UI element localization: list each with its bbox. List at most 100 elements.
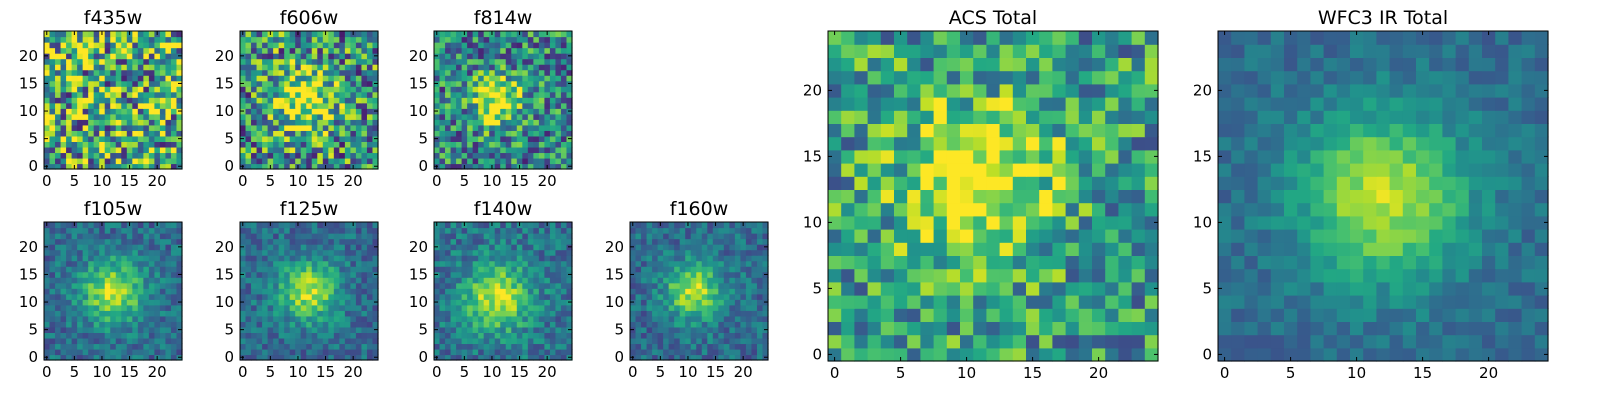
heatmap-cell bbox=[439, 310, 446, 317]
heatmap-cell bbox=[132, 315, 139, 322]
heatmap-cell bbox=[176, 238, 183, 245]
heatmap-cell bbox=[538, 157, 545, 165]
heatmap-cell bbox=[511, 315, 518, 322]
heatmap-cell bbox=[483, 36, 490, 43]
heatmap-cell bbox=[668, 348, 675, 356]
heatmap-cell bbox=[494, 277, 501, 284]
heatmap-cell bbox=[734, 299, 741, 306]
heatmap-cell bbox=[712, 244, 719, 251]
heatmap-cell bbox=[555, 86, 562, 93]
heatmap-cell bbox=[745, 227, 753, 234]
heatmap-cell bbox=[533, 266, 540, 273]
heatmap-cell bbox=[734, 348, 741, 356]
heatmap-cell bbox=[256, 249, 263, 256]
heatmap-cell bbox=[350, 332, 357, 339]
heatmap-cell bbox=[734, 315, 741, 322]
heatmap-cell bbox=[328, 42, 335, 49]
heatmap-cell bbox=[143, 348, 150, 356]
heatmap-cell bbox=[635, 354, 642, 361]
heatmap-cell bbox=[762, 337, 769, 345]
y-tick-label: 15 bbox=[409, 74, 428, 92]
heatmap-cell bbox=[461, 337, 468, 345]
heatmap-cell bbox=[49, 227, 56, 234]
heatmap-cell bbox=[527, 42, 534, 49]
heatmap-cell bbox=[82, 271, 89, 278]
heatmap-cell bbox=[1105, 308, 1119, 322]
heatmap-cell bbox=[522, 249, 529, 256]
heatmap-cell bbox=[110, 146, 117, 154]
heatmap-cell bbox=[240, 75, 247, 82]
heatmap-cell bbox=[489, 337, 496, 345]
heatmap-cell bbox=[99, 58, 106, 65]
heatmap-cell bbox=[82, 157, 89, 165]
heatmap-cell bbox=[472, 42, 479, 49]
heatmap-cell bbox=[841, 215, 855, 230]
heatmap-cell bbox=[494, 130, 501, 137]
heatmap-cell bbox=[71, 47, 78, 54]
heatmap-cell bbox=[1039, 242, 1053, 256]
heatmap-cell bbox=[549, 58, 557, 65]
heatmap-cell bbox=[533, 42, 540, 49]
heatmap-cell bbox=[267, 315, 274, 322]
heatmap-cell bbox=[522, 266, 529, 273]
heatmap-cell bbox=[1039, 281, 1053, 296]
heatmap-cell bbox=[361, 31, 368, 38]
heatmap-cell bbox=[527, 238, 534, 245]
heatmap-cell bbox=[240, 255, 247, 262]
heatmap-cell bbox=[82, 146, 89, 154]
heatmap-cell bbox=[110, 277, 117, 284]
heatmap-cell bbox=[1026, 308, 1040, 322]
heatmap-cell bbox=[762, 321, 769, 328]
heatmap-cell bbox=[278, 299, 285, 306]
heatmap-cell bbox=[533, 113, 540, 120]
heatmap-cell bbox=[333, 293, 340, 300]
heatmap-cell bbox=[505, 130, 512, 137]
heatmap-cell bbox=[300, 42, 307, 49]
heatmap-cell bbox=[549, 152, 557, 159]
heatmap-cell bbox=[170, 31, 178, 38]
heatmap-cell bbox=[566, 304, 573, 311]
heatmap-cell bbox=[262, 75, 269, 82]
heatmap-cell bbox=[300, 310, 307, 317]
heatmap-cell bbox=[278, 108, 285, 115]
heatmap-cell bbox=[361, 282, 368, 289]
heatmap-cell bbox=[267, 260, 274, 267]
heatmap-cell bbox=[344, 304, 351, 311]
heatmap-cell bbox=[311, 86, 318, 93]
heatmap-cell bbox=[461, 157, 468, 165]
heatmap-cell bbox=[306, 304, 313, 311]
heatmap-cell bbox=[560, 36, 568, 43]
heatmap-cell bbox=[745, 288, 753, 295]
heatmap-cell bbox=[251, 91, 258, 98]
heatmap-cell bbox=[99, 260, 106, 267]
heatmap-cell bbox=[696, 326, 703, 333]
heatmap-cell bbox=[88, 141, 95, 148]
heatmap-cell bbox=[756, 255, 764, 262]
heatmap-cell bbox=[560, 130, 568, 137]
heatmap-cell bbox=[483, 348, 490, 356]
heatmap-cell bbox=[461, 304, 468, 311]
heatmap-cell bbox=[483, 69, 490, 76]
heatmap-cell bbox=[159, 130, 167, 137]
heatmap-cell bbox=[355, 119, 363, 126]
heatmap-cell bbox=[278, 135, 285, 142]
heatmap-cell bbox=[317, 315, 324, 322]
heatmap-cell bbox=[478, 332, 485, 339]
heatmap-cell bbox=[311, 80, 318, 87]
heatmap-cell bbox=[907, 321, 921, 336]
heatmap-cell bbox=[641, 255, 648, 262]
heatmap-cell bbox=[99, 130, 106, 137]
heatmap-cell bbox=[920, 242, 935, 256]
heatmap-cell bbox=[544, 152, 551, 159]
heatmap-cell bbox=[505, 337, 512, 345]
heatmap-cell bbox=[439, 135, 446, 142]
heatmap-cell bbox=[707, 299, 714, 306]
heatmap-cell bbox=[538, 108, 545, 115]
heatmap-cell bbox=[333, 80, 340, 87]
heatmap-cell bbox=[300, 266, 307, 273]
heatmap-cell bbox=[170, 141, 178, 148]
heatmap-cell bbox=[88, 36, 95, 43]
heatmap-cell bbox=[549, 227, 557, 234]
heatmap-cell bbox=[456, 249, 463, 256]
heatmap-cell bbox=[434, 146, 441, 154]
